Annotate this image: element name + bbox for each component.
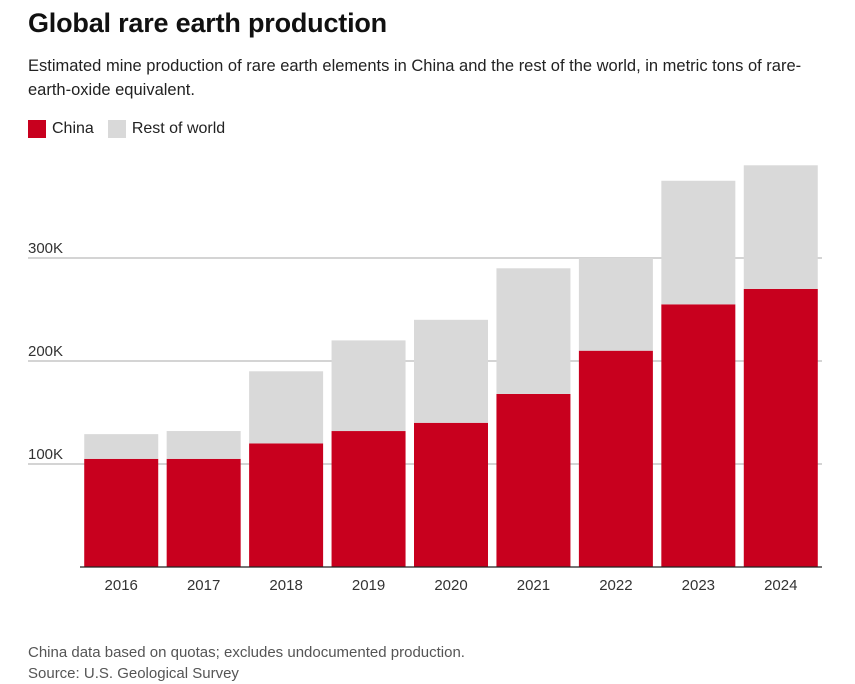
bar-rest-of-world <box>661 180 736 305</box>
bar-china <box>331 431 406 567</box>
footnote-note: China data based on quotas; excludes und… <box>28 644 465 661</box>
x-tick-label: 2023 <box>682 577 715 594</box>
footnote-source: Source: U.S. Geological Survey <box>28 665 239 682</box>
bar-rest-of-world <box>414 319 488 423</box>
bar-china <box>84 458 159 567</box>
bar-rest-of-world <box>743 165 818 289</box>
bar-rest-of-world <box>578 258 653 351</box>
x-tick-label: 2017 <box>187 577 220 594</box>
x-tick-label: 2020 <box>434 577 467 594</box>
bar-rest-of-world <box>84 434 159 459</box>
legend: China Rest of world <box>28 120 239 138</box>
bar-china <box>496 393 571 567</box>
x-tick-label: 2016 <box>105 577 138 594</box>
x-tick-label: 2019 <box>352 577 385 594</box>
rest-of-world-swatch <box>107 120 126 138</box>
bar-china <box>743 288 818 567</box>
y-tick-label: 200K <box>28 343 63 360</box>
x-tick-label: 2021 <box>517 577 550 594</box>
legend-label-china: China <box>52 120 94 137</box>
legend-item-rest-of-world: Rest of world <box>107 120 226 138</box>
chart-subtitle: Estimated mine production of rare earth … <box>28 57 802 99</box>
bar-china <box>578 350 653 567</box>
legend-label-rest-of-world: Rest of world <box>131 120 226 137</box>
legend-item-china: China <box>28 120 94 138</box>
bar-china <box>249 443 324 567</box>
bar-rest-of-world <box>166 431 241 459</box>
bar-china <box>661 304 736 567</box>
x-tick-label: 2024 <box>764 577 797 594</box>
bar-rest-of-world <box>496 268 571 394</box>
footnote: China data based on quotas; excludes und… <box>28 642 465 684</box>
y-tick-label: 300K <box>28 240 63 257</box>
china-swatch <box>28 120 46 138</box>
bar-china <box>166 458 241 567</box>
bar-rest-of-world <box>249 371 324 444</box>
x-tick-label: 2022 <box>599 577 632 594</box>
bar-rest-of-world <box>331 340 406 432</box>
x-tick-label: 2018 <box>269 577 302 594</box>
bar-china <box>414 422 488 567</box>
y-tick-label: 100K <box>28 446 63 463</box>
chart-title: Global rare earth production <box>28 8 387 38</box>
